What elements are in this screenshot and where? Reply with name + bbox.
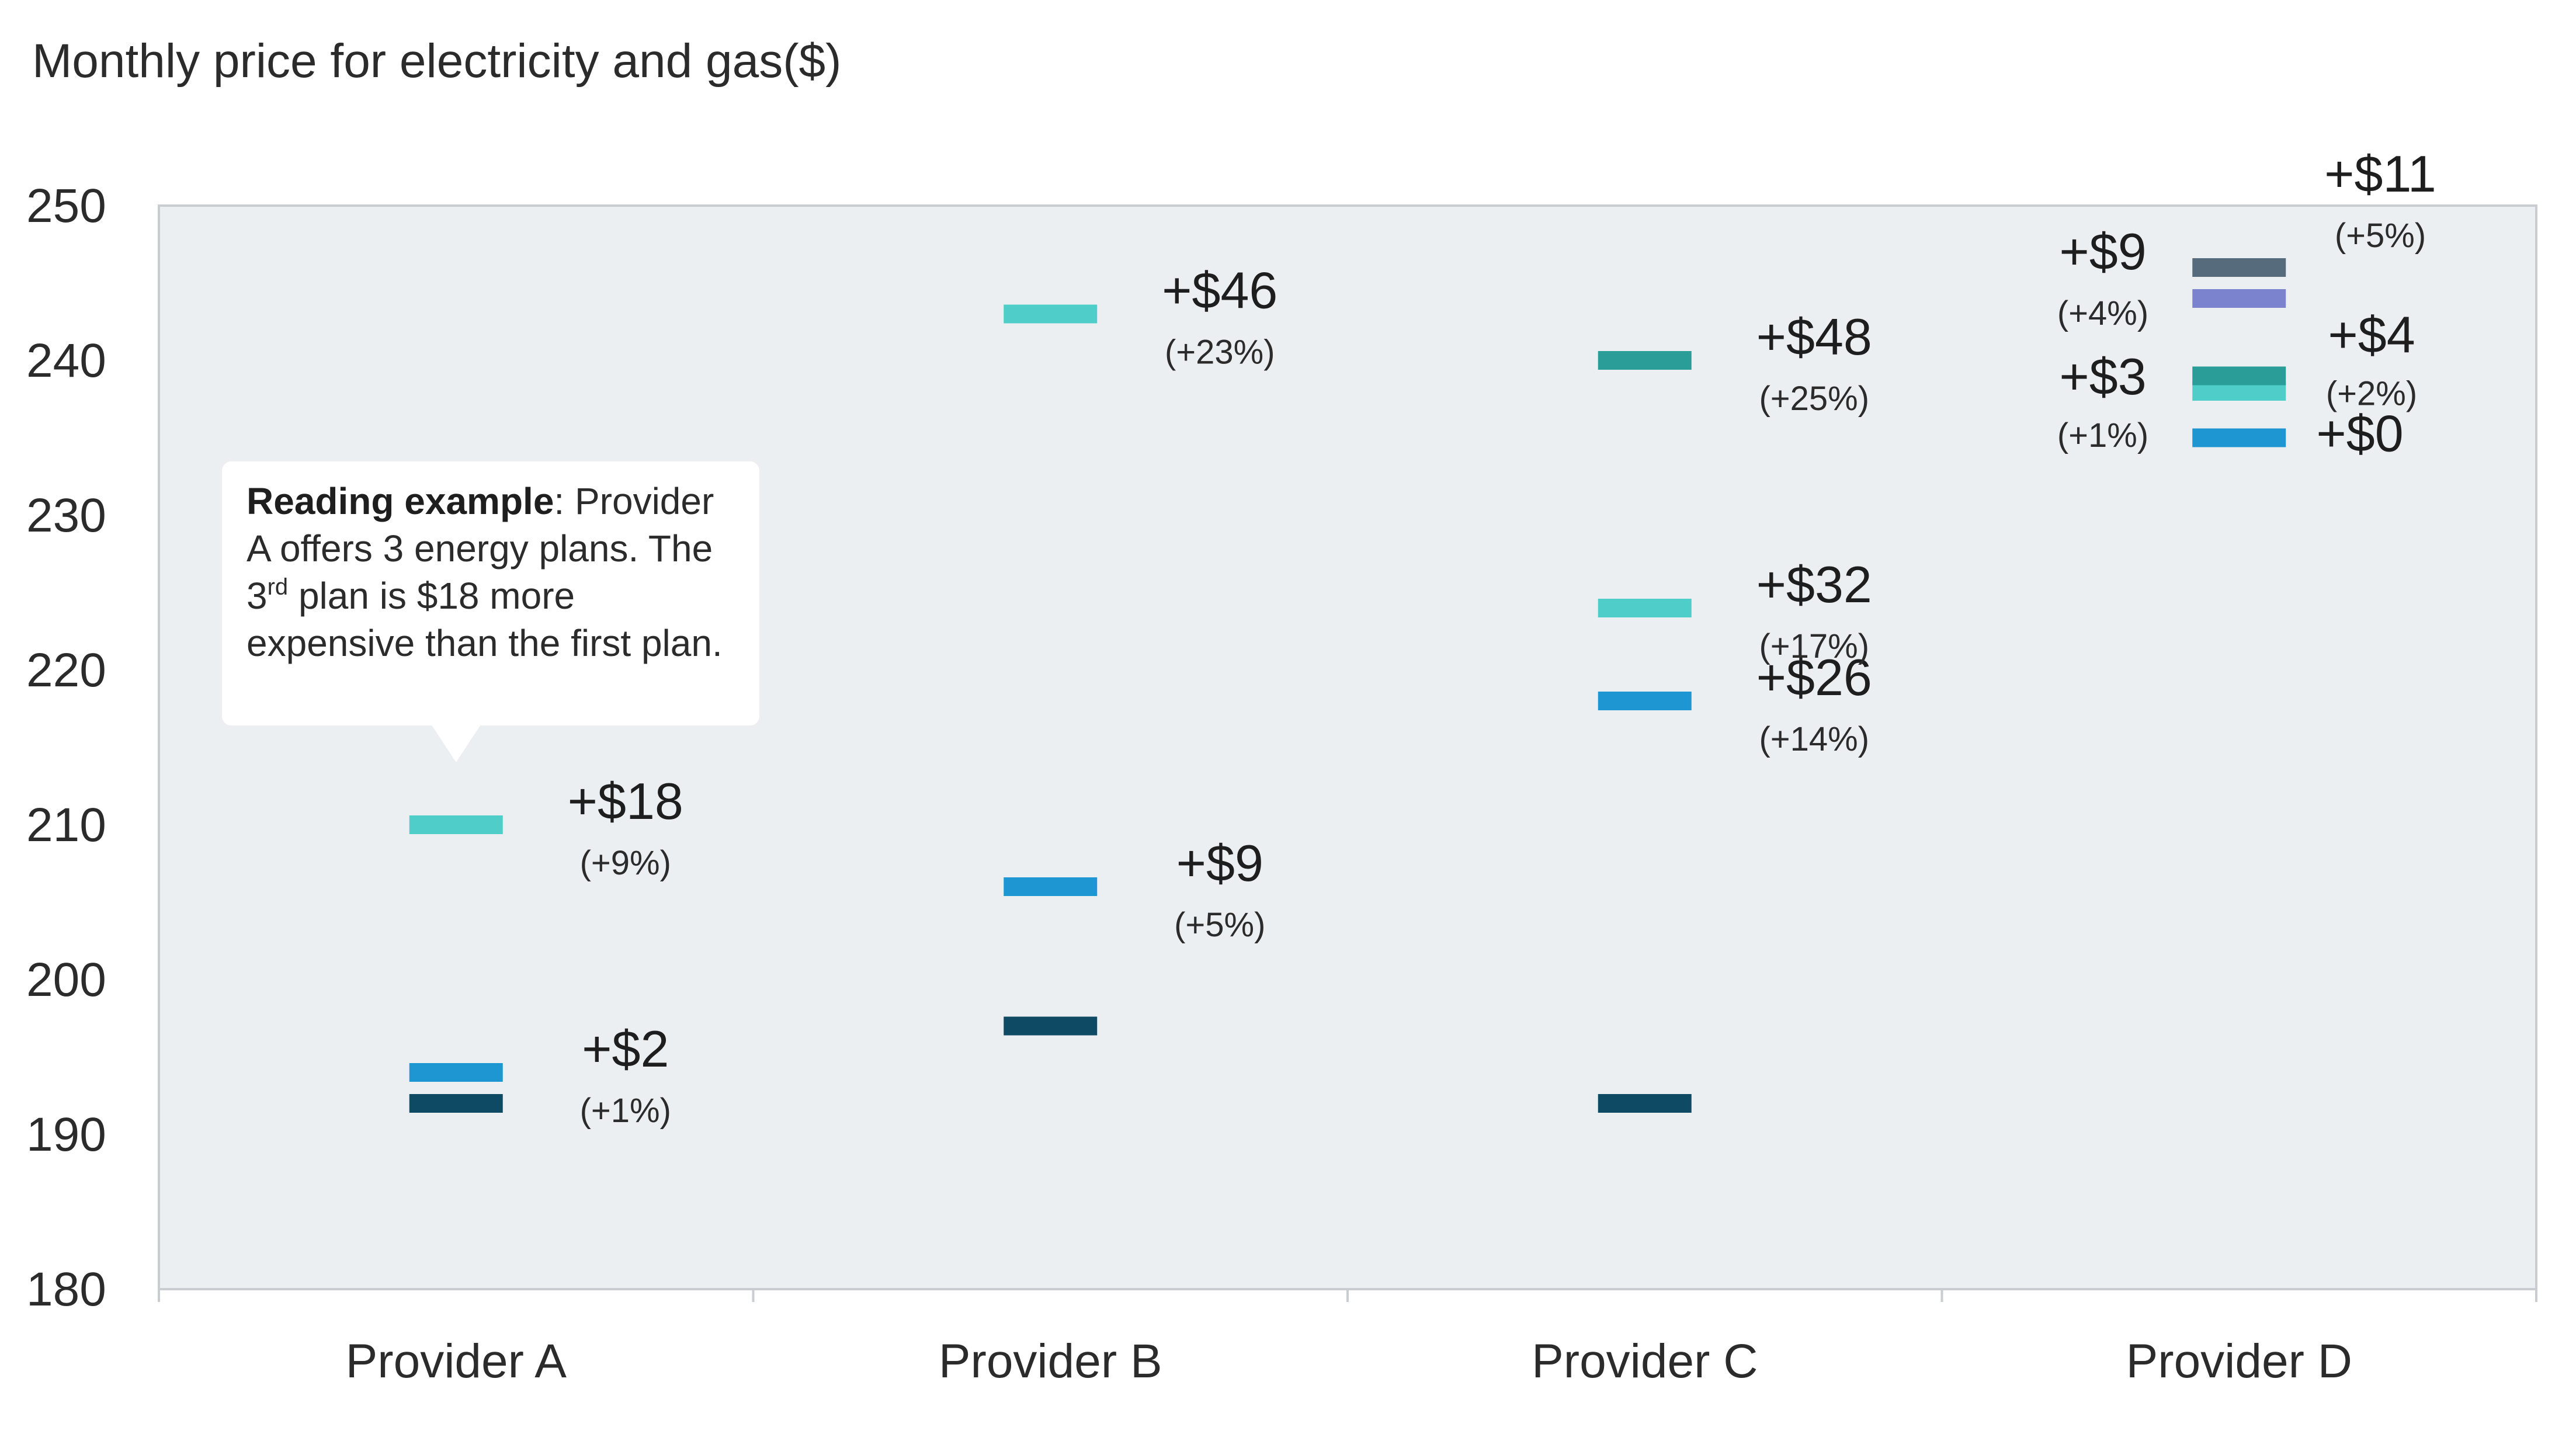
price-difference-label: +$18 xyxy=(568,772,683,830)
percent-difference-label: (+17%) xyxy=(1759,627,1869,665)
percent-difference-label: (+1%) xyxy=(580,1092,671,1130)
plan-markers xyxy=(409,258,2286,1113)
x-axis-ticks: Provider A Provider B Provider C Provider D xyxy=(346,1335,2352,1388)
y-tick-label: 240 xyxy=(26,334,106,387)
y-tick-label: 180 xyxy=(26,1263,106,1316)
plan-marker xyxy=(1004,1016,1098,1036)
percent-difference-label: (+5%) xyxy=(2335,217,2426,255)
chart-title: Monthly price for electricity and gas($) xyxy=(32,34,841,88)
callout-superscript: rd xyxy=(267,574,289,600)
x-tick-label: Provider A xyxy=(346,1335,567,1388)
plan-marker xyxy=(2192,289,2286,308)
y-tick-label: 250 xyxy=(26,179,106,232)
x-tick-label: Provider D xyxy=(2126,1335,2352,1388)
price-difference-label: +$9 xyxy=(2059,223,2146,280)
plan-marker xyxy=(1598,599,1692,617)
reading-example-callout: Reading example: Provider A offers 3 ene… xyxy=(222,461,759,686)
callout-text-1: : Provider A offers 3 energy plans. The … xyxy=(247,480,714,617)
y-tick-label: 190 xyxy=(26,1108,106,1161)
x-tick-label: Provider C xyxy=(1532,1335,1758,1388)
callout-text-2: plan is $18 more expensive than the firs… xyxy=(247,575,723,664)
price-difference-label: +$26 xyxy=(1756,648,1872,706)
axes xyxy=(158,204,2537,1302)
price-difference-label: +$46 xyxy=(1162,262,1277,320)
percent-difference-label: (+2%) xyxy=(2326,375,2417,413)
y-axis-ticks: 250 240 230 220 210 200 190 180 xyxy=(26,179,106,1316)
price-difference-label: +$0 xyxy=(2316,405,2403,463)
y-tick-label: 200 xyxy=(26,953,106,1006)
price-difference-label: +$11 xyxy=(2324,145,2436,203)
x-tick-label: Provider B xyxy=(939,1335,1162,1388)
y-tick-label: 210 xyxy=(26,798,106,852)
percent-difference-label: (+14%) xyxy=(1759,720,1869,758)
plan-marker xyxy=(1598,1094,1692,1113)
price-difference-label: +$2 xyxy=(582,1020,669,1078)
percent-difference-label: (+4%) xyxy=(2057,294,2148,332)
plan-labels: +$2(+1%)+$18(+9%) +$9(+5%)+$46(+23%)+$26(… xyxy=(568,145,2436,1130)
plot-area xyxy=(159,206,2536,1289)
callout-arrow xyxy=(431,725,481,762)
percent-difference-label: (+9%) xyxy=(580,844,671,882)
plan-marker xyxy=(409,815,503,834)
plan-marker xyxy=(2192,258,2286,277)
plan-marker xyxy=(1004,304,1098,324)
percent-difference-label: (+25%) xyxy=(1759,380,1869,418)
price-difference-label: +$32 xyxy=(1756,555,1872,613)
callout-box xyxy=(222,461,759,725)
plan-marker xyxy=(1004,877,1098,896)
plan-marker xyxy=(2192,366,2286,386)
percent-difference-label: (+1%) xyxy=(2057,416,2148,454)
callout-pointer xyxy=(222,461,759,762)
price-difference-label: +$9 xyxy=(1176,834,1263,892)
price-difference-label: +$4 xyxy=(2328,306,2415,364)
callout-bold: Reading example xyxy=(247,480,554,522)
price-difference-label: +$48 xyxy=(1756,308,1872,366)
percent-difference-label: (+5%) xyxy=(1174,906,1265,944)
percent-difference-label: (+23%) xyxy=(1165,334,1275,371)
plan-marker xyxy=(1598,351,1692,370)
plan-marker xyxy=(1598,692,1692,710)
plan-marker xyxy=(409,1094,503,1113)
plan-marker xyxy=(409,1063,503,1082)
plan-marker xyxy=(2192,428,2286,447)
price-difference-label: +$3 xyxy=(2059,348,2146,405)
y-tick-label: 230 xyxy=(26,489,106,542)
y-tick-label: 220 xyxy=(26,644,106,697)
